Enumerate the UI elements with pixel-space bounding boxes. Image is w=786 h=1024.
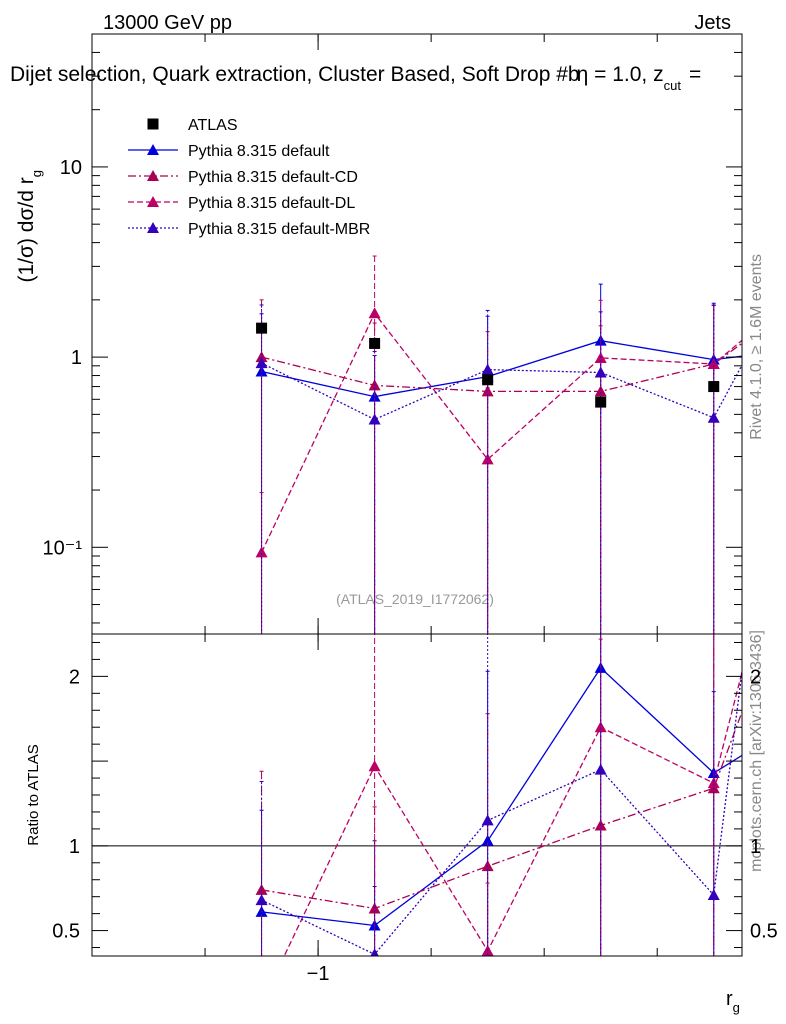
legend-label-default_dl: Pythia 8.315 default-DL	[188, 195, 355, 212]
main-marker-default_dl	[368, 307, 381, 319]
atlas-data-point	[708, 381, 720, 393]
legend-marker-default_cd	[147, 170, 159, 181]
atlas-data-point	[595, 396, 607, 408]
selection-prefix: Dijet selection, Quark extraction, Clust…	[10, 63, 580, 86]
main-marker-default_mbr	[481, 363, 494, 375]
ratio-xlabel: rg	[726, 988, 740, 1015]
legend-marker-default_mbr	[147, 222, 159, 233]
ratio-y-tick-label-right: 0.5	[750, 921, 778, 943]
ratio-marker-default_cd	[255, 883, 268, 895]
legend-label-default_cd: Pythia 8.315 default-CD	[188, 169, 358, 186]
main-y-tick-label: 1	[71, 347, 82, 369]
main-ylabel-sub: g	[29, 170, 44, 177]
main-line-default_cd	[261, 342, 742, 393]
ratio-marker-default_mbr	[594, 763, 607, 775]
ratio-y-tick-label-left: 2	[69, 666, 80, 688]
ratio-marker-default_dl	[594, 721, 607, 733]
main-marker-default_mbr	[368, 413, 381, 425]
ratio-y-tick-label-left: 1	[69, 836, 80, 858]
ratio-marker-default_mbr	[481, 814, 494, 826]
ratio-marker-default_mbr	[255, 894, 268, 906]
atlas-data-point	[369, 337, 381, 349]
ratio-marker-default_mbr	[370, 948, 379, 956]
ratio-line-default	[261, 666, 742, 927]
main-series-group	[255, 255, 742, 634]
main-y-tick-label: 10⁻¹	[43, 537, 83, 559]
main-line-default_mbr	[261, 362, 742, 421]
main-line-default	[261, 340, 742, 398]
ratio-marker-default_dl	[707, 777, 720, 789]
rivet-label: Rivet 4.1.0, ≥ 1.6M events	[748, 254, 765, 440]
legend-label-default_mbr: Pythia 8.315 default-MBR	[188, 221, 370, 238]
ratio-line-default_mbr	[261, 666, 742, 956]
ratio-line-default_dl	[283, 669, 742, 956]
main-ylabel: (1/σ) dσ/d rg	[15, 170, 44, 283]
ratio-xlabel-text: r	[726, 988, 733, 1010]
ratio-ylabel: Ratio to ATLAS	[25, 744, 42, 845]
legend-label-atlas: ATLAS	[188, 117, 238, 134]
ratio-frame	[91, 633, 743, 957]
energy-label: 13000 GeV pp	[103, 12, 232, 34]
ratio-marker-default_dl	[368, 760, 381, 772]
selection-title: Dijet selection, Quark extraction, Clust…	[10, 63, 701, 93]
analysis-watermark: (ATLAS_2019_I1772062)	[336, 591, 494, 607]
main-marker-default_dl	[255, 546, 268, 558]
main-line-default_dl	[261, 312, 742, 553]
main-marker-default_mbr	[255, 357, 268, 369]
main-plot-area	[255, 255, 742, 634]
selection-zcut-sub: cut	[664, 78, 682, 93]
main-marker-default_mbr	[707, 411, 720, 423]
main-marker-default_dl	[707, 357, 720, 369]
x-tick-label: −1	[307, 963, 330, 985]
ratio-marker-default_dl	[256, 997, 268, 1008]
mcplots-label: mcplots.cern.ch [arXiv:1306.3436]	[748, 630, 765, 872]
category-label: Jets	[694, 12, 731, 34]
ratio-plot-area	[92, 634, 742, 1008]
selection-tail: =	[689, 63, 701, 86]
legend-label-default: Pythia 8.315 default	[188, 143, 330, 160]
main-y-tick-label: 10	[60, 157, 82, 179]
ratio-marker-default	[481, 834, 494, 846]
legend-marker-default_dl	[147, 196, 159, 207]
ratio-marker-default_mbr	[707, 888, 720, 900]
legend-marker-atlas	[147, 118, 159, 130]
main-marker-default_cd	[255, 351, 268, 363]
main-ylabel-text: (1/σ) dσ/d r	[15, 177, 38, 282]
atlas-data-point	[482, 374, 494, 386]
main-marker-default_mbr	[594, 366, 607, 378]
ratio-y-tick-label-right: 1	[750, 836, 761, 858]
atlas-data-point	[256, 322, 268, 334]
legend: ATLAS Pythia 8.315 default Pythia 8.315 de…	[128, 117, 370, 238]
ratio-series-group	[255, 634, 742, 1008]
selection-eta: η = 1.0, z	[577, 63, 664, 86]
ratio-y-tick-label-left: 0.5	[52, 921, 80, 943]
atlas-data-group	[256, 322, 720, 408]
ratio-xlabel-sub: g	[733, 1000, 740, 1015]
ratio-y-tick-label-right: 2	[750, 666, 761, 688]
legend-marker-default	[147, 144, 159, 155]
ratio-line-default_cd	[261, 710, 742, 910]
